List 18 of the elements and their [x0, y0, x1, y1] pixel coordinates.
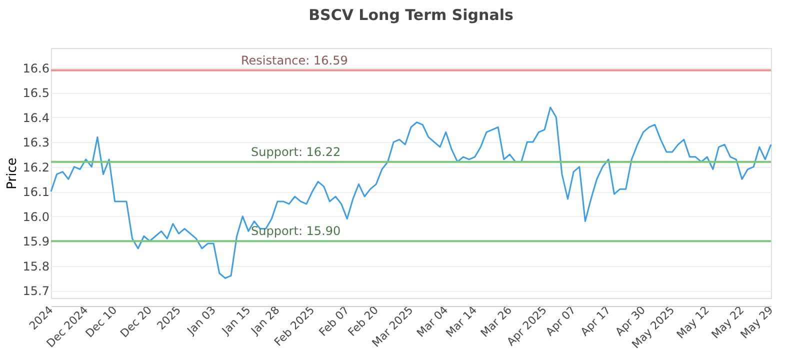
y-tick-label: 16.0	[22, 210, 50, 224]
y-tick-label: 16.2	[22, 160, 50, 174]
y-tick-label: 16.3	[22, 136, 50, 150]
ref-line-label: Support: 16.22	[251, 144, 341, 159]
y-tick-label: 16.5	[22, 86, 50, 100]
y-tick-label: 15.8	[22, 259, 50, 274]
x-tick-label: Dec 20	[118, 304, 154, 340]
ref-line-label: Resistance: 16.59	[241, 53, 348, 68]
y-axis-title: Price	[4, 158, 20, 190]
y-tick-label: 16.6	[22, 61, 50, 76]
y-tick-label: 15.7	[22, 284, 50, 298]
ref-line-label: Support: 15.90	[251, 224, 341, 238]
line-series	[50, 106, 772, 279]
y-tick-label: 15.9	[22, 234, 50, 249]
chart-title: BSCV Long Term Signals	[308, 6, 514, 24]
y-tick-label: 16.1	[22, 185, 50, 200]
x-tick-label: Jan 03	[184, 304, 218, 338]
y-tick-label: 16.4	[22, 110, 50, 125]
